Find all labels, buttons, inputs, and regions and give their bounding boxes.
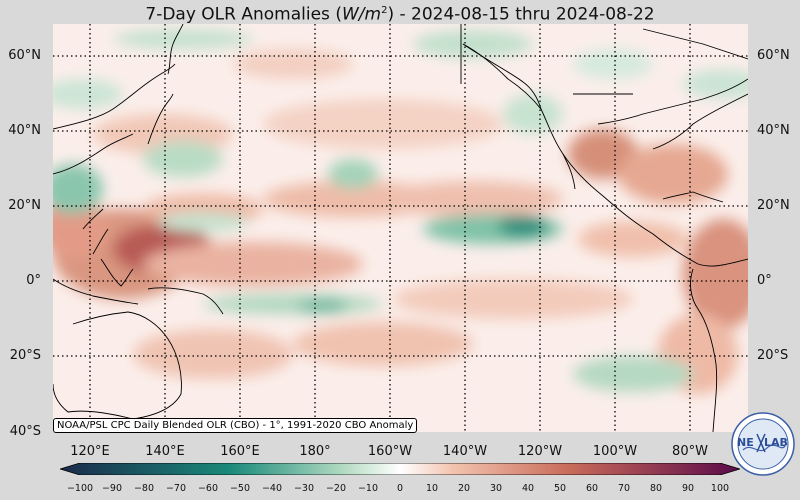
colorbar-tick-label: 100	[710, 483, 730, 494]
svg-text:NE: NE	[737, 436, 754, 449]
lon-label-140w: 140°W	[442, 444, 488, 459]
colorbar-tick-label: 60	[585, 483, 599, 494]
colorbar-tick-label: −60	[197, 483, 219, 494]
colorbar-tick-label: 40	[521, 483, 535, 494]
colorbar-tick-label: −10	[357, 483, 379, 494]
colorbar-tick-label: 30	[489, 483, 503, 494]
colorbar-tick-label: 20	[457, 483, 471, 494]
coastlines	[53, 24, 748, 432]
lon-label-180: 180°	[299, 444, 331, 459]
colorbar-tick-label: 70	[617, 483, 631, 494]
map-title: 7-Day OLR Anomalies (W/m2) - 2024-08-15 …	[145, 4, 655, 25]
lat-label-60n-right: 60°N	[757, 48, 790, 63]
lat-label-20s-left: 20°S	[9, 348, 41, 363]
graticule	[53, 24, 748, 432]
colorbar-tick-label: 90	[681, 483, 695, 494]
lon-label-80w: 80°W	[672, 444, 708, 459]
lat-label-60n-left: 60°N	[8, 48, 41, 63]
lat-label-40n-right: 40°N	[757, 123, 790, 138]
colorbar	[60, 463, 740, 475]
olr-anomaly-map	[53, 24, 748, 432]
colorbar-tick-label: −50	[229, 483, 251, 494]
colorbar-tick-label: −90	[101, 483, 123, 494]
lat-label-20n-right: 20°N	[757, 198, 790, 213]
lat-label-eq-left: 0°	[26, 273, 41, 288]
svg-text:LAB: LAB	[764, 436, 788, 449]
colorbar-tick-label: −40	[261, 483, 283, 494]
lon-label-120w: 120°W	[517, 444, 563, 459]
colorbar-tick-label: 10	[425, 483, 439, 494]
data-source-credit: NOAA/PSL CPC Daily Blended OLR (CBO) - 1…	[53, 418, 418, 433]
lon-label-140e: 140°E	[145, 444, 185, 459]
colorbar-tick-label: −80	[133, 483, 155, 494]
colorbar-tick-label: −100	[66, 483, 94, 494]
lat-label-40n-left: 40°N	[8, 123, 41, 138]
nexlab-logo: NE LAB	[731, 412, 795, 476]
lon-label-120e: 120°E	[70, 444, 110, 459]
lat-label-40s-left: 40°S	[9, 424, 41, 439]
colorbar-tick-label: 0	[396, 483, 404, 494]
colorbar-tick-label: 50	[553, 483, 567, 494]
lat-label-eq-right: 0°	[757, 273, 772, 288]
lon-label-160w: 160°W	[367, 444, 413, 459]
colorbar-tick-label: −20	[325, 483, 347, 494]
colorbar-tick-label: −70	[165, 483, 187, 494]
lon-label-160e: 160°E	[220, 444, 260, 459]
lat-label-20n-left: 20°N	[8, 198, 41, 213]
colorbar-tick-label: −30	[293, 483, 315, 494]
colorbar-tick-label: 80	[649, 483, 663, 494]
lon-label-100w: 100°W	[592, 444, 638, 459]
lat-label-20s-right: 20°S	[757, 348, 789, 363]
